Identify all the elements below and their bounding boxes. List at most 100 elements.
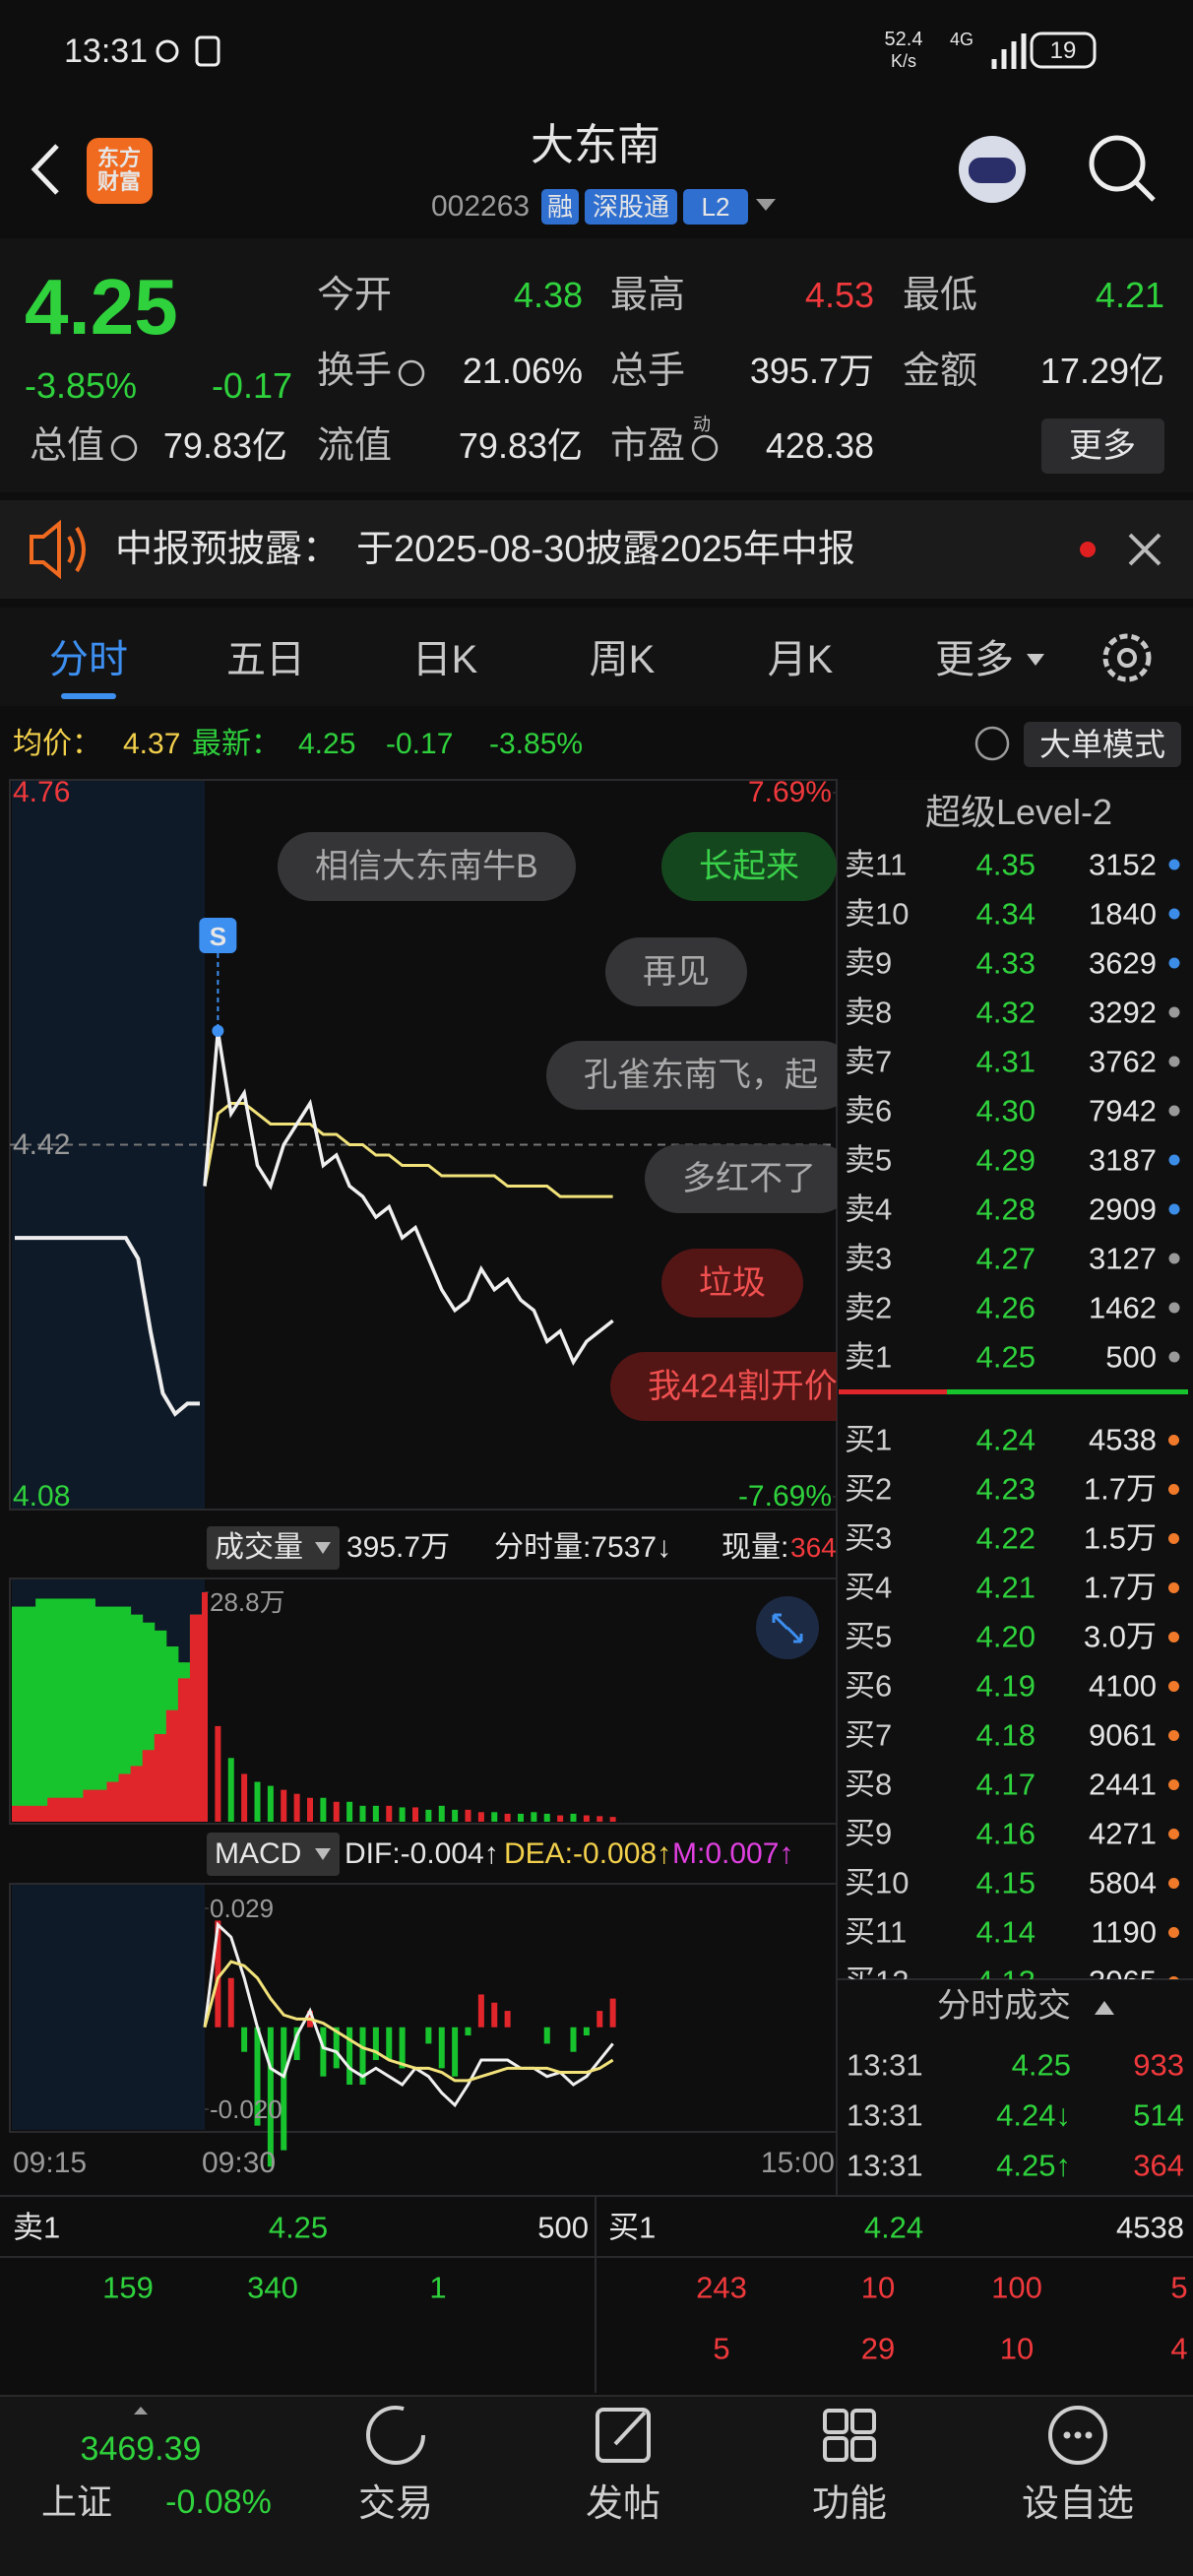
order-dot	[1168, 1581, 1179, 1593]
tab[interactable]: 分时	[49, 638, 128, 681]
tick-volume: 340	[247, 2270, 298, 2305]
volume-bar	[372, 1805, 379, 1822]
book-divider-green	[947, 1389, 1188, 1394]
settings-icon	[1117, 648, 1137, 668]
auction-matched-bar	[83, 1789, 95, 1822]
last-label: 最新：	[192, 728, 281, 760]
field-value: 21.06%	[462, 351, 583, 391]
price-line	[203, 1030, 614, 1367]
tab[interactable]: 日K	[411, 638, 478, 681]
nav-item[interactable]: 发帖	[585, 2483, 661, 2525]
tick-volume: 5	[713, 2331, 730, 2366]
avg-label: 均价：	[13, 728, 101, 760]
order-price: 4.25	[975, 1339, 1036, 1375]
pct-tick-label: 7.69%	[747, 776, 832, 808]
info-icon	[691, 434, 719, 462]
order-price: 4.27	[975, 1241, 1036, 1276]
tick-volume: 4	[1170, 2331, 1188, 2366]
nav-icon	[1063, 2431, 1071, 2439]
y-tick-label: 0.029	[210, 1894, 275, 1923]
current-volume-label: 现量:	[722, 1531, 789, 1564]
volume-bar	[307, 1797, 313, 1822]
change: -0.17	[386, 728, 454, 760]
order-price: 4.14	[975, 1914, 1036, 1950]
nav-icon	[823, 2436, 848, 2462]
more-button[interactable]: 更多	[1069, 427, 1136, 465]
nav-icon	[1074, 2431, 1082, 2439]
order-price: 4.33	[975, 945, 1036, 981]
tick-volume: 1	[429, 2270, 447, 2305]
nav-icon	[596, 2408, 651, 2463]
danmaku: 长起来	[661, 832, 837, 901]
order-dot	[1168, 1680, 1179, 1692]
volume-bar	[359, 1805, 366, 1822]
tab[interactable]: 五日	[226, 638, 305, 681]
order-label: 买8	[845, 1767, 893, 1802]
volume-bar	[241, 1773, 248, 1822]
auction-unmatched-bar	[35, 1598, 48, 1822]
macd-bar	[267, 2027, 274, 2167]
order-volume: 9061	[1089, 1717, 1157, 1753]
field-note: 动	[693, 415, 711, 434]
ask-volume: 500	[537, 2210, 589, 2245]
nav-item[interactable]: 功能	[811, 2483, 888, 2525]
trade-time: 13:31	[847, 2097, 923, 2133]
tab[interactable]: 更多	[935, 638, 1014, 681]
volume-label: 成交量	[215, 1531, 303, 1564]
field-label: 最低	[903, 275, 978, 316]
auction-unmatched-bar	[12, 1606, 25, 1822]
order-label: 买4	[845, 1570, 893, 1605]
volume-bar	[399, 1807, 406, 1822]
auction-unmatched-bar	[71, 1598, 84, 1822]
m-label: M:0.007↑	[672, 1837, 794, 1870]
order-volume: 2909	[1089, 1191, 1157, 1227]
macd-bar	[346, 2027, 353, 2086]
order-label: 买9	[845, 1816, 893, 1851]
pct-tick-label: -7.69%	[737, 1480, 832, 1513]
order-label: 卖6	[845, 1093, 893, 1128]
dea-line	[203, 1960, 614, 2083]
macd-bar	[504, 2011, 511, 2028]
field-label: 今开	[317, 275, 393, 316]
speaker-icon	[30, 519, 86, 580]
field-label: 市盈	[610, 425, 686, 467]
tab-bar	[0, 608, 1193, 706]
nav-item[interactable]: 设自选	[1021, 2483, 1135, 2525]
nav-icon	[823, 2409, 848, 2434]
x-tick-label: 09:30	[202, 2147, 277, 2179]
macd-bar	[583, 2027, 590, 2036]
macd-bar	[465, 2027, 471, 2036]
volume-bar	[518, 1813, 524, 1822]
net-speed: 52.4	[884, 29, 923, 50]
nav-item[interactable]: 交易	[357, 2483, 434, 2525]
unread-dot	[1080, 542, 1096, 557]
order-label: 卖4	[845, 1191, 893, 1227]
order-dot	[1168, 1828, 1179, 1839]
macd-bar	[386, 2027, 393, 2061]
order-dot	[1168, 1926, 1179, 1938]
index-value: 3469.39	[80, 2430, 202, 2468]
trade-volume: 364	[1133, 2148, 1184, 2183]
info-icon	[398, 359, 425, 387]
macd-bar	[425, 2027, 432, 2044]
settings-icon	[1102, 633, 1152, 682]
dif-label: DIF:-0.004↑	[345, 1837, 499, 1870]
auction-matched-bar	[35, 1805, 48, 1822]
order-price: 4.31	[975, 1044, 1036, 1079]
volume-bar	[543, 1813, 550, 1822]
mode-button[interactable]: 大单模式	[1038, 727, 1166, 762]
net-unit: K/s	[890, 51, 917, 71]
macd-bar	[372, 2027, 379, 2061]
up-caret	[134, 2407, 148, 2415]
volume-bar	[596, 1816, 603, 1822]
nav-icon	[850, 2409, 876, 2434]
volume-label-bg	[207, 1526, 340, 1570]
order-volume: 3629	[1089, 945, 1157, 981]
order-price: 4.29	[975, 1142, 1036, 1178]
tab[interactable]: 月K	[767, 638, 834, 681]
tab[interactable]: 周K	[589, 638, 656, 681]
field-label: 金额	[903, 351, 978, 392]
avg-value: 4.37	[123, 728, 181, 760]
order-volume: 3127	[1089, 1241, 1157, 1276]
